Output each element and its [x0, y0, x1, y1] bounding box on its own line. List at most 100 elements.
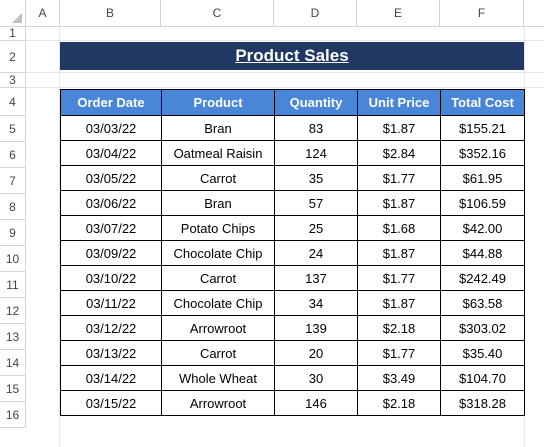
row-header-8[interactable]: 8 — [0, 194, 26, 220]
cell-total-cost[interactable]: $104.70 — [440, 365, 525, 391]
row-header-2[interactable]: 2 — [0, 41, 26, 73]
cell-total-cost[interactable]: $106.59 — [440, 190, 525, 216]
cell-unit-price[interactable]: $1.68 — [357, 215, 441, 241]
cell-order-date[interactable]: 03/03/22 — [60, 115, 162, 141]
cell-unit-price[interactable]: $2.18 — [357, 390, 441, 416]
cell-quantity[interactable]: 30 — [274, 365, 358, 391]
cell-unit-price[interactable]: $1.87 — [357, 190, 441, 216]
cell-total-cost[interactable]: $42.00 — [440, 215, 525, 241]
header-total-cost[interactable]: Total Cost — [440, 89, 525, 116]
cell-total-cost[interactable]: $61.95 — [440, 165, 525, 191]
cell-quantity[interactable]: 20 — [274, 340, 358, 366]
gridline — [26, 87, 544, 88]
cell-total-cost[interactable]: $155.21 — [440, 115, 525, 141]
cell-product[interactable]: Carrot — [161, 165, 275, 191]
cell-order-date[interactable]: 03/12/22 — [60, 315, 162, 341]
cell-total-cost[interactable]: $242.49 — [440, 265, 525, 291]
row-header-16[interactable]: 16 — [0, 402, 26, 428]
row-header-12[interactable]: 12 — [0, 298, 26, 324]
table-row: 03/05/22 Carrot 35 $1.77 $61.95 — [60, 165, 525, 191]
cell-quantity[interactable]: 35 — [274, 165, 358, 191]
table-row: 03/04/22 Oatmeal Raisin 124 $2.84 $352.1… — [60, 140, 525, 166]
cell-quantity[interactable]: 57 — [274, 190, 358, 216]
cell-product[interactable]: Arrowroot — [161, 390, 275, 416]
row-header-6[interactable]: 6 — [0, 142, 26, 168]
cell-product[interactable]: Carrot — [161, 265, 275, 291]
cell-quantity[interactable]: 124 — [274, 140, 358, 166]
sheet-title-cell[interactable]: Product Sales — [60, 42, 524, 70]
cell-order-date[interactable]: 03/13/22 — [60, 340, 162, 366]
cell-order-date[interactable]: 03/09/22 — [60, 240, 162, 266]
cell-order-date[interactable]: 03/05/22 — [60, 165, 162, 191]
column-header-a[interactable]: A — [26, 0, 60, 26]
cell-quantity[interactable]: 137 — [274, 265, 358, 291]
select-all-button[interactable] — [0, 0, 26, 26]
column-header-f[interactable]: F — [440, 0, 524, 26]
row-header-14[interactable]: 14 — [0, 350, 26, 376]
cell-quantity[interactable]: 139 — [274, 315, 358, 341]
cell-product[interactable]: Potato Chips — [161, 215, 275, 241]
gridline — [524, 26, 525, 447]
table-header-row: Order Date Product Quantity Unit Price T… — [60, 89, 525, 116]
cell-quantity[interactable]: 24 — [274, 240, 358, 266]
table-row: 03/11/22 Chocolate Chip 34 $1.87 $63.58 — [60, 290, 525, 316]
cell-unit-price[interactable]: $2.18 — [357, 315, 441, 341]
column-header-c[interactable]: C — [161, 0, 274, 26]
cell-unit-price[interactable]: $1.87 — [357, 290, 441, 316]
cell-product[interactable]: Bran — [161, 115, 275, 141]
cell-order-date[interactable]: 03/15/22 — [60, 390, 162, 416]
row-header-7[interactable]: 7 — [0, 168, 26, 194]
cell-quantity[interactable]: 146 — [274, 390, 358, 416]
cell-unit-price[interactable]: $1.87 — [357, 115, 441, 141]
cell-order-date[interactable]: 03/10/22 — [60, 265, 162, 291]
cell-total-cost[interactable]: $63.58 — [440, 290, 525, 316]
row-header-9[interactable]: 9 — [0, 220, 26, 246]
row-header-1[interactable]: 1 — [0, 26, 26, 41]
cell-total-cost[interactable]: $352.16 — [440, 140, 525, 166]
table-row: 03/14/22 Whole Wheat 30 $3.49 $104.70 — [60, 365, 525, 391]
cell-order-date[interactable]: 03/06/22 — [60, 190, 162, 216]
column-header-e[interactable]: E — [357, 0, 440, 26]
cell-order-date[interactable]: 03/07/22 — [60, 215, 162, 241]
cell-order-date[interactable]: 03/04/22 — [60, 140, 162, 166]
row-header-11[interactable]: 11 — [0, 272, 26, 298]
header-order-date[interactable]: Order Date — [60, 89, 162, 116]
row-header-4[interactable]: 4 — [0, 88, 26, 116]
column-header-d[interactable]: D — [274, 0, 357, 26]
cell-unit-price[interactable]: $1.77 — [357, 340, 441, 366]
cell-total-cost[interactable]: $318.28 — [440, 390, 525, 416]
gridline — [26, 40, 544, 41]
gridline — [59, 26, 60, 447]
cell-total-cost[interactable]: $35.40 — [440, 340, 525, 366]
cell-total-cost[interactable]: $303.02 — [440, 315, 525, 341]
cell-product[interactable]: Whole Wheat — [161, 365, 275, 391]
cell-unit-price[interactable]: $2.84 — [357, 140, 441, 166]
cell-order-date[interactable]: 03/11/22 — [60, 290, 162, 316]
cell-total-cost[interactable]: $44.88 — [440, 240, 525, 266]
cell-order-date[interactable]: 03/14/22 — [60, 365, 162, 391]
row-header-3[interactable]: 3 — [0, 73, 26, 88]
cell-product[interactable]: Oatmeal Raisin — [161, 140, 275, 166]
cell-product[interactable]: Carrot — [161, 340, 275, 366]
header-unit-price[interactable]: Unit Price — [357, 89, 441, 116]
cell-product[interactable]: Chocolate Chip — [161, 240, 275, 266]
cell-product[interactable]: Arrowroot — [161, 315, 275, 341]
cell-product[interactable]: Bran — [161, 190, 275, 216]
table-row: 03/15/22 Arrowroot 146 $2.18 $318.28 — [60, 390, 525, 416]
cell-product[interactable]: Chocolate Chip — [161, 290, 275, 316]
cell-quantity[interactable]: 34 — [274, 290, 358, 316]
cell-quantity[interactable]: 25 — [274, 215, 358, 241]
cell-quantity[interactable]: 83 — [274, 115, 358, 141]
cell-unit-price[interactable]: $1.87 — [357, 240, 441, 266]
row-header-15[interactable]: 15 — [0, 376, 26, 402]
cell-unit-price[interactable]: $1.77 — [357, 265, 441, 291]
header-quantity[interactable]: Quantity — [274, 89, 358, 116]
cell-unit-price[interactable]: $3.49 — [357, 365, 441, 391]
row-header-13[interactable]: 13 — [0, 324, 26, 350]
column-header-b[interactable]: B — [60, 0, 161, 26]
row-header-5[interactable]: 5 — [0, 116, 26, 142]
cell-unit-price[interactable]: $1.77 — [357, 165, 441, 191]
row-header-10[interactable]: 10 — [0, 246, 26, 272]
header-product[interactable]: Product — [161, 89, 275, 116]
table-row: 03/10/22 Carrot 137 $1.77 $242.49 — [60, 265, 525, 291]
